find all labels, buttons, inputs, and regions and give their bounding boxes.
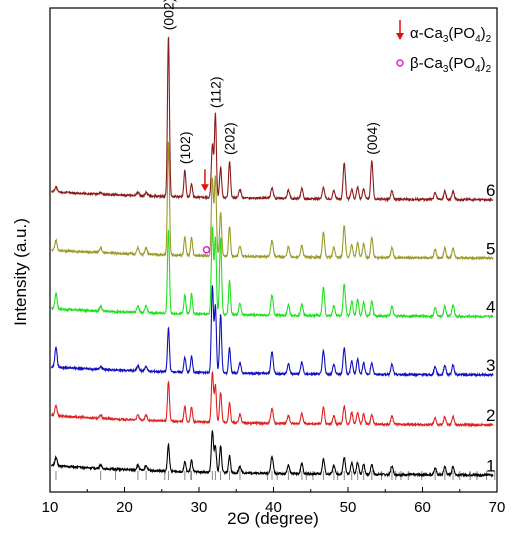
legend-text-part: 2 — [486, 64, 492, 75]
alpha-phase-arrowhead — [200, 184, 209, 192]
series-label-5: 5 — [486, 239, 495, 258]
series-label-1: 1 — [486, 456, 495, 475]
series-line-2 — [50, 370, 494, 428]
legend-text-part: 2 — [486, 34, 492, 45]
y-axis-label: Intensity (a.u.) — [11, 218, 30, 326]
x-tick-label: 10 — [42, 499, 59, 516]
legend-circle-icon — [396, 59, 404, 67]
legend-text-part: (PO — [448, 25, 475, 42]
series-line-4 — [50, 226, 494, 320]
legend-text-part: β-Ca — [410, 55, 443, 72]
legend-entry-label: β-Ca3(PO4)2 — [410, 55, 492, 75]
legend-text-part: 4 — [475, 64, 481, 75]
legend-text-part: 3 — [443, 34, 449, 45]
peak-label: (112) — [207, 76, 223, 108]
legend: α-Ca3(PO4)2β-Ca3(PO4)2 — [396, 20, 492, 75]
series-line-5 — [51, 141, 494, 261]
x-tick-label: 30 — [191, 499, 208, 516]
x-tick-label: 60 — [414, 499, 431, 516]
x-tick-label: 50 — [340, 499, 357, 516]
peak-label: (102) — [177, 131, 193, 164]
x-axis: 10 20 30 40 50 60 70 — [42, 487, 506, 516]
legend-entry-label: α-Ca3(PO4)2 — [410, 25, 492, 45]
x-tick-label: 40 — [265, 499, 282, 516]
legend-text-part: ) — [481, 25, 486, 42]
legend-text-part: α-Ca — [410, 25, 443, 42]
legend-text-part: (PO — [448, 55, 475, 72]
series-line-6 — [51, 36, 494, 203]
peak-labels: (002) (102) (112) (202) (004) — [160, 0, 379, 164]
phase-markers — [200, 169, 211, 254]
series-label-6: 6 — [486, 181, 495, 200]
reference-ticks — [55, 471, 496, 480]
series-line-1 — [50, 429, 494, 478]
legend-text-part: 3 — [443, 64, 449, 75]
peak-label: (004) — [364, 122, 380, 155]
peak-label: (002) — [160, 0, 176, 30]
x-tick-label: 20 — [116, 499, 133, 516]
series-label-2: 2 — [486, 406, 495, 425]
beta-phase-marker — [202, 245, 211, 254]
x-tick-label: 70 — [489, 499, 506, 516]
peak-label: (202) — [222, 122, 238, 155]
series-label-3: 3 — [486, 356, 495, 375]
legend-text-part: ) — [481, 55, 486, 72]
x-axis-label: 2Θ (degree) — [227, 509, 319, 528]
series-label-4: 4 — [486, 298, 495, 317]
series-labels: 1 2 3 4 5 6 — [486, 181, 495, 475]
series-line-3 — [50, 285, 494, 378]
series-lines — [50, 36, 494, 478]
legend-arrowhead-icon — [396, 33, 404, 40]
legend-text-part: 4 — [475, 34, 481, 45]
